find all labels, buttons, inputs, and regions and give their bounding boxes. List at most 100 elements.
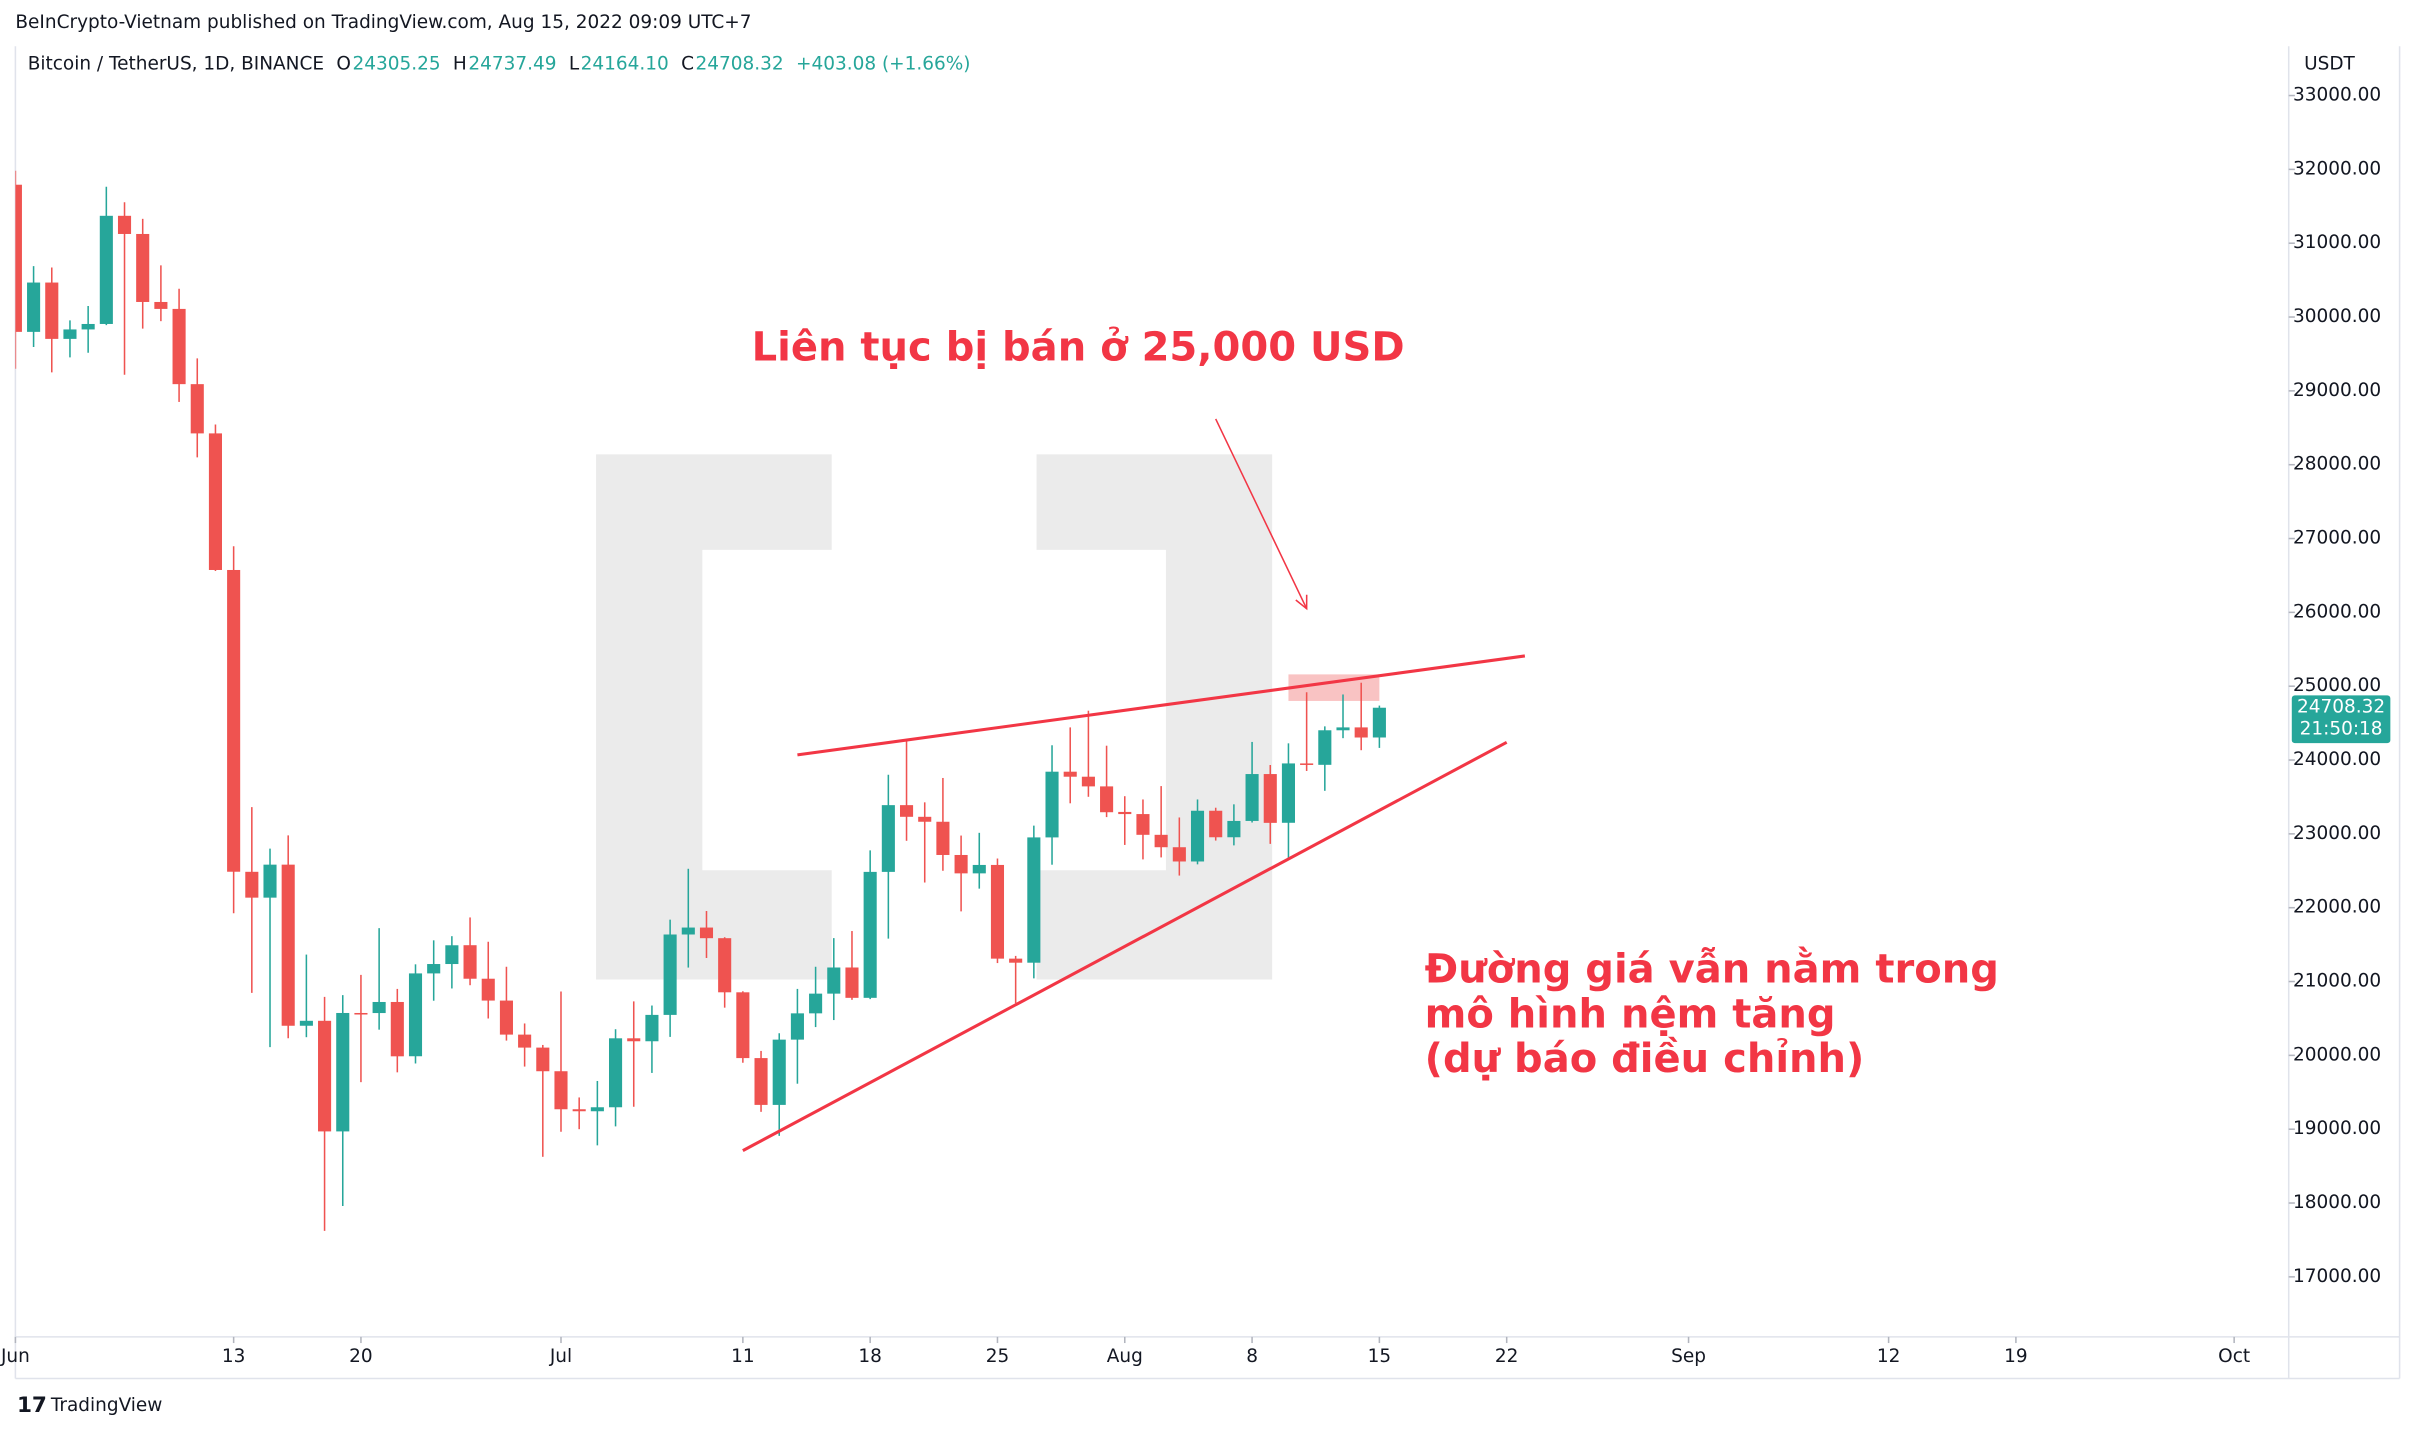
legend-value: 24164.10	[581, 54, 669, 75]
candle-body	[1081, 776, 1095, 787]
candle-body	[718, 938, 732, 993]
candle-body	[990, 864, 1005, 959]
legend-key: L	[569, 54, 580, 75]
candle-body	[536, 1047, 550, 1072]
candle-body	[845, 967, 859, 998]
symbol: Bitcoin / TetherUS, 1D, BINANCE	[28, 54, 324, 75]
candle-body	[1009, 958, 1023, 963]
x-tick-label: 22	[1495, 1346, 1519, 1367]
candle-body	[336, 1012, 350, 1132]
candle-body	[772, 1039, 786, 1105]
candle-body	[1263, 774, 1277, 823]
candle-body	[1281, 763, 1295, 823]
x-tick-label: 20	[349, 1346, 373, 1367]
x-tick-label: Aug	[1107, 1346, 1143, 1367]
y-tick-label: 21000.00	[2293, 971, 2381, 992]
y-tick-label: 24000.00	[2293, 749, 2381, 770]
trend-line	[742, 740, 1508, 1152]
y-tick-label: 29000.00	[2293, 380, 2381, 401]
candle-body	[899, 805, 914, 817]
candle-body	[227, 569, 241, 872]
y-tick-label: 26000.00	[2293, 601, 2381, 622]
candle-body	[154, 301, 168, 309]
logo-mark: 𝟭𝟳	[17, 1393, 47, 1418]
candle-body	[263, 864, 277, 898]
x-tick-label: 15	[1368, 1346, 1392, 1367]
y-tick-label: 25000.00	[2293, 675, 2381, 696]
y-tick-label: 28000.00	[2293, 454, 2381, 475]
annotation: Đường giá vẫn nằm trong	[1425, 946, 1999, 993]
candle-body	[481, 978, 495, 1001]
y-tick-label: 22000.00	[2293, 897, 2381, 918]
publisher: BeInCrypto-Vietnam published on TradingV…	[15, 12, 751, 33]
x-tick-label: 13	[222, 1346, 246, 1367]
candle-body	[172, 308, 186, 385]
candle-body	[354, 1012, 368, 1015]
legend-change: +403.08 (+1.66%)	[796, 54, 971, 75]
candle-body	[299, 1020, 313, 1026]
y-tick-label: 32000.00	[2293, 158, 2381, 179]
footer-logo: 𝟭𝟳 TradingView	[17, 1393, 162, 1418]
candle-body	[918, 816, 932, 822]
candle-body	[408, 973, 423, 1057]
plot-area	[15, 170, 1526, 1231]
y-tick-label: 19000.00	[2293, 1118, 2381, 1139]
last-price-box	[2291, 695, 2391, 744]
candle-body	[1063, 771, 1077, 777]
candle-body	[372, 1001, 386, 1014]
candle-body	[827, 967, 841, 994]
candle-body	[936, 821, 950, 855]
candle-body	[1318, 730, 1332, 765]
candle-body	[390, 1001, 404, 1057]
candle-body	[190, 384, 204, 434]
candle-body	[27, 282, 41, 332]
arrow	[1215, 418, 1308, 610]
candle-body	[518, 1034, 532, 1048]
logo-text: TradingView	[50, 1395, 163, 1416]
arrow-head	[1295, 594, 1308, 611]
y-tick-label: 27000.00	[2293, 528, 2381, 549]
y-tick-label: 17000.00	[2293, 1266, 2381, 1287]
candle-body	[463, 945, 477, 979]
x-tick-label: Sep	[1671, 1346, 1706, 1367]
candle-body	[863, 871, 877, 998]
candle-body	[1300, 763, 1314, 765]
legend-key: C	[681, 54, 694, 75]
x-tick-label: Oct	[2218, 1346, 2250, 1367]
x-tick-label: 19	[2004, 1346, 2028, 1367]
legend-value: 24305.25	[352, 54, 440, 75]
x-tick-label: 8	[1246, 1346, 1258, 1367]
candle-body	[1045, 771, 1059, 838]
candle-body	[281, 864, 295, 1026]
y-tick-label: 30000.00	[2293, 306, 2381, 327]
candle-body	[1100, 786, 1114, 813]
candle-body	[1027, 837, 1041, 963]
candle-body	[663, 934, 677, 1015]
candle-body	[554, 1071, 568, 1110]
watermark-bracket	[1036, 454, 1273, 980]
watermark-bracket	[596, 454, 832, 980]
candle-body	[81, 323, 95, 330]
x-tick-label: Jul	[549, 1346, 572, 1367]
candle-body	[645, 1014, 659, 1042]
candle-body	[136, 233, 150, 302]
x-tick-label: 18	[858, 1346, 882, 1367]
x-tick-label: 25	[986, 1346, 1010, 1367]
x-tick-label: 11	[731, 1346, 755, 1367]
axis-unit: USDT	[2304, 54, 2355, 75]
y-tick-label: 31000.00	[2293, 232, 2381, 253]
candle-body	[681, 927, 695, 935]
candle-body	[736, 992, 750, 1059]
y-tick-label: 18000.00	[2293, 1192, 2381, 1213]
watermark	[596, 454, 1273, 980]
y-tick-label: 33000.00	[2293, 85, 2381, 106]
annotation: Liên tục bị bán ở 25,000 USD	[752, 324, 1405, 370]
candle-body	[1190, 810, 1205, 862]
legend-value: 24737.49	[468, 54, 556, 75]
candle-body	[1118, 811, 1132, 815]
x-tick-label: Jun	[0, 1346, 30, 1367]
candle-body	[572, 1109, 586, 1112]
candle-body	[699, 927, 714, 939]
